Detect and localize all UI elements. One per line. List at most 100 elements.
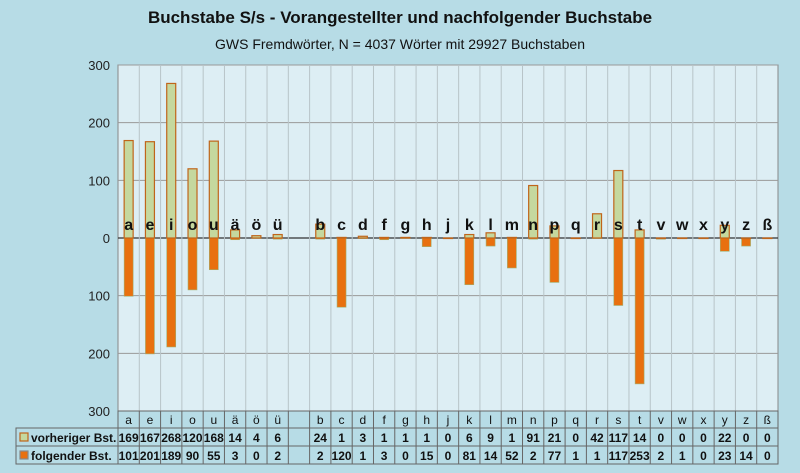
category-label: n (528, 217, 538, 234)
table-value: 24 (314, 431, 328, 445)
bar-folgender-s (613, 237, 624, 306)
category-label: p (550, 217, 560, 234)
bar-vorheriger-o (187, 168, 198, 239)
table-value: 169 (119, 431, 139, 445)
bar-vorheriger-h (421, 236, 432, 239)
table-value: 23 (718, 449, 732, 463)
table-value: 120 (183, 431, 203, 445)
table-value: 1 (402, 431, 409, 445)
table-value: 0 (700, 431, 707, 445)
table-value: 268 (161, 431, 181, 445)
table-category: h (423, 413, 430, 427)
y-tick-label: 300 (88, 404, 110, 419)
table-category: f (382, 413, 386, 427)
table-category: m (507, 413, 517, 427)
table-category: s (615, 413, 621, 427)
table-value: 90 (186, 449, 200, 463)
table-category: k (466, 413, 473, 427)
table-value: 0 (572, 431, 579, 445)
category-label: c (337, 217, 346, 234)
category-label: a (124, 217, 133, 234)
category-label: o (188, 217, 198, 234)
bar-folgender-a (123, 237, 134, 297)
bar-folgender-c (336, 237, 347, 308)
bar-vorheriger-s (613, 169, 624, 239)
bar-vorheriger-p (549, 225, 560, 239)
bar-vorheriger-m (506, 236, 517, 239)
category-label: ö (251, 217, 261, 234)
table-value: 1 (338, 431, 345, 445)
bar-folgender-p (549, 237, 560, 283)
bar-folgender-k (464, 237, 475, 286)
table-value: 168 (204, 431, 224, 445)
table-category: ß (764, 413, 771, 427)
table-value: 0 (700, 449, 707, 463)
category-label: g (401, 217, 411, 234)
table-value: 14 (739, 449, 753, 463)
bar-vorheriger-y (719, 224, 730, 239)
category-label: b (315, 217, 325, 234)
table-category: v (658, 413, 664, 427)
table-category: e (147, 413, 154, 427)
table-value: 2 (530, 449, 537, 463)
table-value: 0 (679, 431, 686, 445)
bar-folgender-u (209, 237, 219, 271)
table-value: 1 (594, 449, 601, 463)
category-label: z (742, 217, 750, 234)
table-value: 253 (630, 449, 650, 463)
table-value: 6 (466, 431, 473, 445)
table-value: 120 (332, 449, 352, 463)
bar-folgender-l (485, 237, 496, 247)
category-label: d (358, 217, 368, 234)
table-value: 117 (609, 449, 629, 463)
table-value: 0 (445, 449, 452, 463)
legend-swatch (19, 450, 29, 460)
y-tick-label: 100 (88, 289, 110, 304)
table-category: l (489, 413, 492, 427)
category-label: ß (762, 217, 772, 234)
bar-folgender-o (187, 237, 198, 291)
table-value: 0 (253, 449, 260, 463)
table-value: 14 (484, 449, 498, 463)
table-category: b (317, 413, 324, 427)
table-category: z (743, 413, 749, 427)
bar-vorheriger-q (570, 237, 581, 240)
bar-vorheriger-z (740, 237, 752, 240)
table-category: y (722, 413, 728, 427)
table-value: 15 (420, 449, 434, 463)
category-label: i (169, 217, 173, 234)
table-value: 9 (487, 431, 494, 445)
bar-vorheriger-x (698, 237, 709, 240)
bar-vorheriger-ß (762, 237, 773, 240)
category-label: h (422, 217, 432, 234)
bar-folgender-m (507, 237, 517, 269)
table-category: d (359, 413, 366, 427)
table-value: 1 (423, 431, 430, 445)
table-value: 81 (463, 449, 477, 463)
table-value: 0 (764, 449, 771, 463)
bar-vorheriger-w (677, 237, 688, 240)
bar-vorheriger-t (634, 229, 645, 239)
bar-folgender-e (145, 237, 155, 355)
table-category: n (530, 413, 537, 427)
table-value: 22 (718, 431, 732, 445)
bar-vorheriger-d (357, 235, 368, 239)
bar-vorheriger-a (123, 139, 134, 239)
category-label: t (637, 217, 643, 234)
table-category: i (170, 413, 173, 427)
table-value: 1 (381, 431, 388, 445)
category-label: ü (273, 217, 283, 234)
table-value: 101 (119, 449, 139, 463)
table-category: c (339, 413, 345, 427)
table-value: 4 (253, 431, 260, 445)
table-value: 91 (526, 431, 540, 445)
y-tick-label: 200 (88, 116, 110, 131)
table-value: 2 (274, 449, 281, 463)
table-category: a (125, 413, 132, 427)
table-category: ö (253, 413, 260, 427)
category-label: q (571, 217, 581, 234)
bar-folgender-t (634, 237, 645, 385)
category-label: k (465, 217, 474, 234)
table-value: 52 (505, 449, 519, 463)
